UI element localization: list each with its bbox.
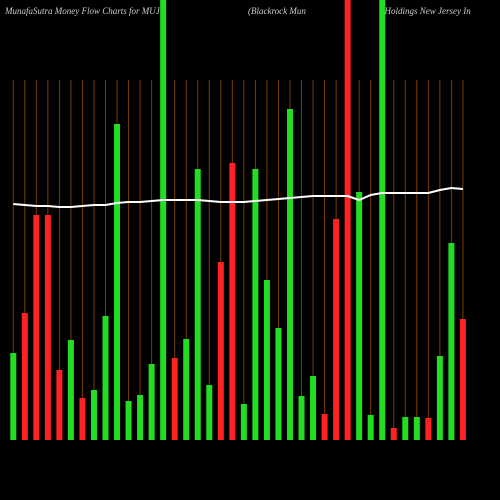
bar bbox=[206, 385, 213, 440]
bar bbox=[171, 358, 178, 440]
bar bbox=[286, 109, 293, 440]
bar bbox=[67, 340, 74, 440]
bars bbox=[10, 0, 466, 440]
bar bbox=[367, 415, 374, 440]
bar bbox=[390, 428, 397, 440]
bar bbox=[79, 398, 86, 440]
bar bbox=[148, 364, 155, 440]
bar bbox=[344, 0, 351, 440]
bar bbox=[333, 219, 340, 440]
bar bbox=[194, 169, 201, 440]
bar bbox=[90, 390, 97, 440]
bar bbox=[21, 313, 28, 440]
bar bbox=[217, 262, 224, 440]
bar bbox=[263, 280, 270, 440]
bar bbox=[448, 243, 455, 440]
lines bbox=[13, 186, 464, 208]
bar bbox=[102, 316, 109, 440]
bar bbox=[240, 404, 247, 440]
bar bbox=[44, 215, 51, 440]
bar bbox=[275, 328, 282, 440]
bar bbox=[310, 376, 317, 440]
bar bbox=[379, 0, 386, 440]
bar bbox=[252, 169, 259, 440]
chart-title: MunafaSutra Money Flow Charts for MUJ bbox=[4, 6, 161, 16]
bar bbox=[33, 215, 40, 440]
bar bbox=[436, 356, 443, 440]
bar bbox=[183, 339, 190, 440]
bar bbox=[356, 192, 363, 440]
chart-subtitle: (Blackrock Mun bbox=[248, 6, 306, 16]
chart-subtitle: iHoldings New Jersey In bbox=[382, 6, 471, 16]
bar bbox=[298, 396, 305, 440]
bar bbox=[413, 417, 420, 440]
bar bbox=[10, 353, 17, 440]
average-line bbox=[13, 186, 464, 208]
bar bbox=[321, 414, 328, 440]
bar bbox=[137, 395, 144, 440]
bar bbox=[402, 417, 409, 440]
bar bbox=[125, 401, 132, 440]
bar bbox=[160, 0, 167, 440]
bar bbox=[114, 124, 121, 440]
bar bbox=[56, 370, 63, 440]
bar bbox=[425, 418, 432, 440]
bar bbox=[229, 163, 236, 440]
bar bbox=[459, 319, 466, 440]
